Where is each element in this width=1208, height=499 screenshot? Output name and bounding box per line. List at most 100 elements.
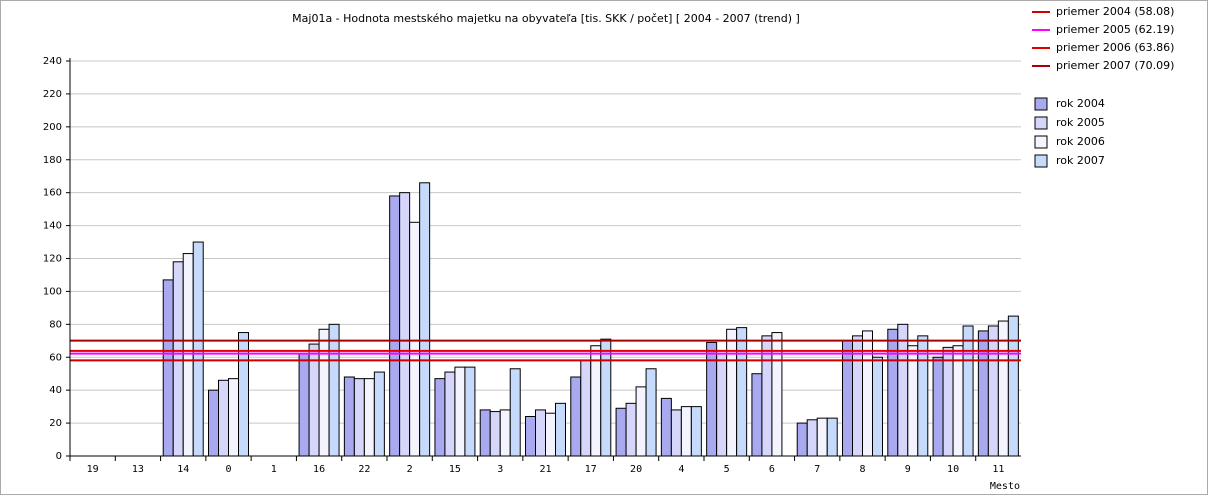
y-tick-label: 180 — [43, 155, 62, 166]
bar — [373, 371, 385, 457]
bar — [545, 412, 556, 457]
bar — [419, 182, 431, 457]
y-tick-label: 240 — [43, 56, 62, 67]
x-tick-label: 20 — [630, 464, 642, 475]
legend-label: priemer 2006 (63.86) — [1056, 41, 1174, 54]
x-tick-label: 21 — [539, 464, 551, 475]
y-tick-label: 20 — [49, 418, 62, 429]
y-tick-label: 0 — [56, 451, 62, 462]
bar — [353, 378, 365, 457]
legend-label: priemer 2007 (70.09) — [1056, 59, 1174, 72]
bar — [987, 325, 999, 457]
bar — [444, 371, 456, 457]
bar — [716, 353, 728, 457]
y-tick-label: 220 — [43, 89, 62, 100]
bar — [862, 330, 873, 457]
x-tick-label: 17 — [585, 464, 597, 475]
bar — [907, 345, 919, 457]
bar — [363, 378, 375, 457]
x-tick-label: 3 — [497, 464, 503, 475]
x-tick-label: 16 — [313, 464, 325, 475]
legend-label: rok 2006 — [1056, 135, 1105, 148]
x-axis-label: Mesto — [990, 481, 1020, 492]
bar — [962, 325, 974, 457]
legend-label: rok 2007 — [1056, 154, 1105, 167]
bar — [977, 330, 989, 457]
legend-label: priemer 2004 (58.08) — [1056, 5, 1174, 18]
bar — [932, 356, 944, 457]
bar — [726, 328, 738, 457]
bar — [454, 366, 466, 457]
x-tick-label: 10 — [947, 464, 959, 475]
bar — [580, 360, 592, 457]
x-tick-label: 7 — [814, 464, 820, 475]
y-tick-label: 100 — [43, 286, 62, 297]
bar — [1007, 315, 1019, 457]
bar — [182, 253, 194, 457]
y-tick-label: 140 — [43, 221, 62, 232]
bar — [736, 327, 748, 457]
bar — [690, 406, 702, 457]
legend-label: rok 2005 — [1056, 116, 1105, 129]
bar — [172, 261, 184, 457]
bar — [499, 409, 511, 457]
bar — [625, 402, 637, 457]
bar — [525, 416, 536, 457]
bar — [887, 328, 899, 457]
x-tick-label: 9 — [905, 464, 911, 475]
bar — [328, 323, 340, 457]
y-tick-label: 60 — [49, 352, 62, 363]
bar — [816, 417, 828, 457]
bar — [952, 345, 964, 457]
x-tick-label: 6 — [769, 464, 775, 475]
y-tick-label: 120 — [43, 254, 62, 265]
bar — [615, 407, 627, 457]
x-tick-label: 15 — [449, 464, 461, 475]
x-tick-label: 19 — [87, 464, 99, 475]
bar — [872, 356, 883, 457]
x-tick-label: 13 — [132, 464, 144, 475]
bar — [751, 373, 763, 457]
bar — [645, 368, 657, 457]
bar — [409, 221, 421, 457]
bar — [635, 386, 647, 457]
bar — [489, 411, 501, 457]
bar — [208, 389, 219, 457]
bar — [897, 323, 909, 457]
bar — [434, 378, 446, 457]
x-tick-label: 2 — [407, 464, 413, 475]
bar — [570, 376, 582, 457]
bar — [318, 328, 330, 457]
chart-title: Maj01a - Hodnota mestského majetku na ob… — [292, 12, 800, 25]
bar — [942, 346, 954, 457]
x-tick-label: 8 — [859, 464, 865, 475]
bar — [509, 368, 521, 457]
bar — [192, 241, 204, 457]
bar — [590, 345, 602, 457]
y-tick-label: 160 — [43, 188, 62, 199]
x-tick-label: 0 — [225, 464, 231, 475]
bar — [826, 417, 838, 457]
bar — [670, 409, 682, 457]
bar — [680, 406, 692, 457]
bar — [228, 378, 239, 457]
legend-swatch — [1034, 135, 1048, 149]
x-tick-label: 22 — [358, 464, 370, 475]
legend-label: rok 2004 — [1056, 97, 1105, 110]
bar — [162, 279, 174, 457]
y-tick-label: 200 — [43, 122, 62, 133]
y-tick-label: 80 — [49, 319, 62, 330]
bar — [842, 340, 853, 457]
x-tick-label: 14 — [177, 464, 189, 475]
bar — [343, 376, 355, 457]
bar — [660, 397, 672, 457]
x-tick-label: 4 — [678, 464, 684, 475]
bar — [479, 409, 491, 457]
bar — [464, 366, 476, 457]
x-tick-label: 5 — [724, 464, 730, 475]
legend-label: priemer 2005 (62.19) — [1056, 23, 1174, 36]
bar — [806, 419, 818, 457]
x-tick-label: 11 — [992, 464, 1004, 475]
bar — [535, 409, 546, 457]
